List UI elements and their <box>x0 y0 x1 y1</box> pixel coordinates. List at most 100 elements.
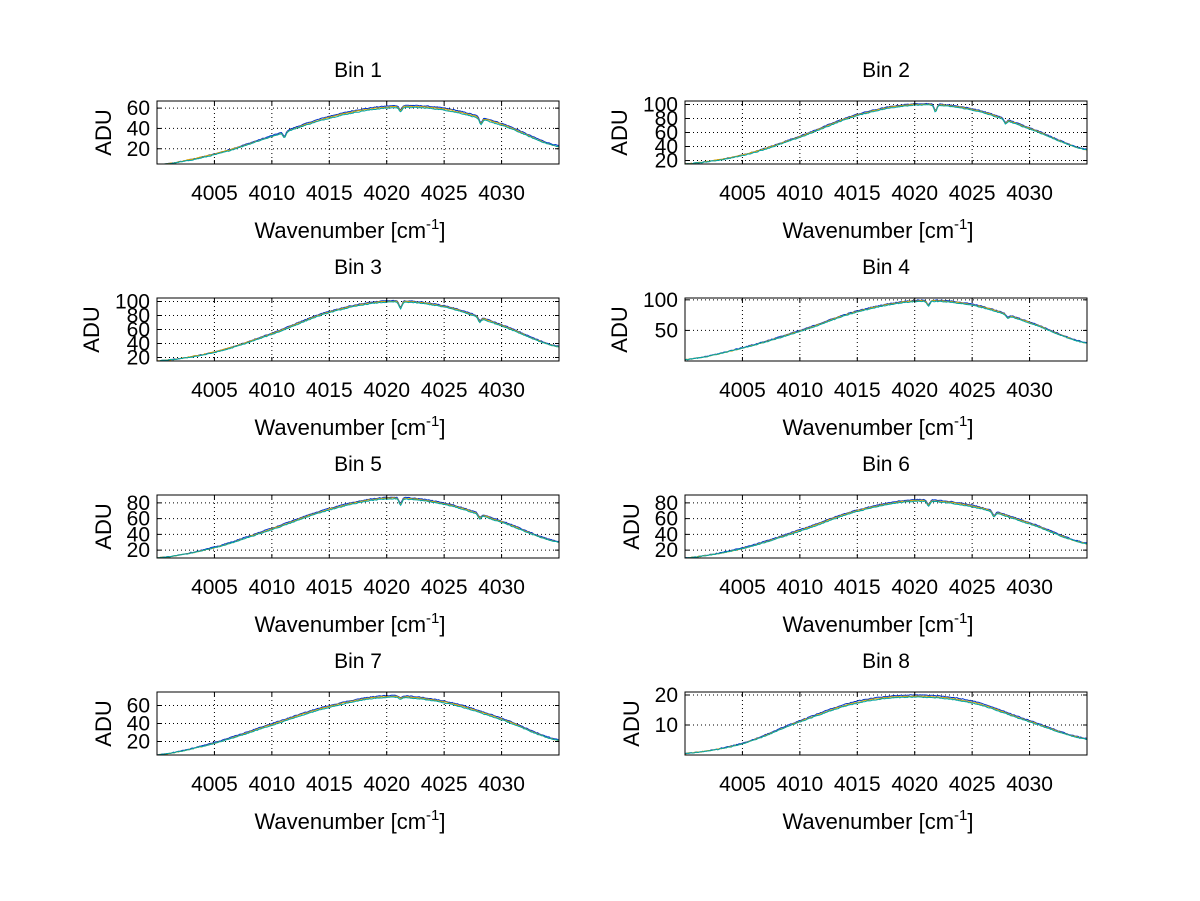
y-axis-label: ADU <box>91 503 116 549</box>
x-axis-label-end: ] <box>439 809 445 834</box>
series-line <box>685 500 1087 558</box>
series-line <box>685 694 1087 754</box>
x-tick-label: 4015 <box>834 379 881 402</box>
x-tick-label: 4030 <box>1006 576 1053 599</box>
x-axis-label-main: Wavenumber [cm <box>782 612 954 637</box>
y-tick-label: 20 <box>655 684 678 707</box>
y-tick-label: 60 <box>127 695 150 718</box>
x-tick-label: 4020 <box>891 182 938 205</box>
x-tick-label: 4010 <box>776 576 823 599</box>
y-tick-label: 20 <box>655 539 678 562</box>
y-tick-label: 20 <box>127 539 150 562</box>
y-axis-label: ADU <box>91 109 116 155</box>
x-axis-label-end: ] <box>967 809 973 834</box>
x-tick-label: 4030 <box>1006 379 1053 402</box>
x-tick-label: 4010 <box>248 773 295 796</box>
x-axis-label-superscript: -1 <box>954 216 967 233</box>
x-tick-label: 4020 <box>891 379 938 402</box>
y-tick-label: 20 <box>127 731 150 754</box>
x-tick-label: 4025 <box>421 576 468 599</box>
x-tick-label: 4010 <box>776 773 823 796</box>
x-axis-label-main: Wavenumber [cm <box>782 218 954 243</box>
y-tick-label: 40 <box>127 713 150 736</box>
y-tick-label: 40 <box>655 523 678 546</box>
y-axis-label: ADU <box>619 700 644 746</box>
x-axis-label-superscript: -1 <box>954 413 967 430</box>
y-tick-label: 60 <box>127 508 150 531</box>
x-tick-label: 4015 <box>834 773 881 796</box>
x-axis-label-end: ] <box>967 218 973 243</box>
x-tick-label: 4005 <box>719 379 766 402</box>
x-axis-label: Wavenumber [cm-1] <box>782 413 973 440</box>
series-group <box>159 104 559 164</box>
y-tick-label: 40 <box>127 333 150 356</box>
axes-box <box>684 494 1088 559</box>
x-axis-label: Wavenumber [cm-1] <box>254 216 445 243</box>
x-axis-label-superscript: -1 <box>426 807 439 824</box>
y-tick-label: 40 <box>655 136 678 159</box>
series-line <box>157 301 559 361</box>
series-line <box>685 104 1087 164</box>
x-axis-label-end: ] <box>967 612 973 637</box>
x-tick-label: 4015 <box>834 576 881 599</box>
subplot-title: Bin 3 <box>334 256 382 279</box>
series-group <box>157 694 559 755</box>
x-tick-label: 4015 <box>306 576 353 599</box>
x-tick-label: 4020 <box>363 773 410 796</box>
series-group <box>157 496 559 558</box>
y-tick-label: 20 <box>127 138 150 161</box>
series-line <box>685 300 1087 361</box>
x-tick-label: 4010 <box>776 182 823 205</box>
x-tick-label: 4020 <box>363 379 410 402</box>
x-axis-label-end: ] <box>439 415 445 440</box>
x-axis-label-superscript: -1 <box>426 216 439 233</box>
x-axis-label-end: ] <box>439 612 445 637</box>
x-tick-label: 4030 <box>478 773 525 796</box>
x-tick-label: 4015 <box>306 773 353 796</box>
x-tick-label: 4025 <box>949 773 996 796</box>
y-tick-label: 80 <box>655 108 678 131</box>
x-axis-label-main: Wavenumber [cm <box>254 218 426 243</box>
x-tick-label: 4005 <box>191 576 238 599</box>
x-tick-label: 4005 <box>719 576 766 599</box>
x-tick-label: 4010 <box>248 576 295 599</box>
x-tick-label: 4005 <box>719 773 766 796</box>
x-axis-label: Wavenumber [cm-1] <box>782 610 973 637</box>
x-axis-label-main: Wavenumber [cm <box>254 809 426 834</box>
x-tick-label: 4030 <box>1006 773 1053 796</box>
subplot-title: Bin 1 <box>334 59 382 82</box>
x-axis-label-superscript: -1 <box>954 610 967 627</box>
subplot-title: Bin 6 <box>862 453 910 476</box>
y-tick-label: 80 <box>127 492 150 515</box>
subplot-bin-3: Bin 3 4005 4010 4015 4020 4025 4030 20406080100… <box>79 256 560 440</box>
subplot-title: Bin 7 <box>334 650 382 673</box>
series-group <box>157 299 559 361</box>
x-axis-label-main: Wavenumber [cm <box>254 415 426 440</box>
axes-box <box>684 297 1088 362</box>
series-line <box>685 696 1087 755</box>
series-line <box>157 694 559 755</box>
y-tick-label: 80 <box>127 305 150 328</box>
x-axis-label-superscript: -1 <box>954 807 967 824</box>
x-axis-label-end: ] <box>439 218 445 243</box>
x-tick-label: 4015 <box>306 182 353 205</box>
y-tick-label: 100 <box>643 94 678 117</box>
subplot-title: Bin 2 <box>862 59 910 82</box>
subplot-title: Bin 8 <box>862 650 910 673</box>
axes-box <box>156 494 560 559</box>
y-tick-label: 50 <box>655 319 678 342</box>
subplot-title: Bin 5 <box>334 453 382 476</box>
subplot-bin-2: Bin 2 4005 4010 4015 4020 4025 4030 20406080100… <box>607 59 1088 243</box>
y-tick-label: 10 <box>655 714 678 737</box>
y-tick-label: 60 <box>655 122 678 145</box>
y-tick-label: 60 <box>127 97 150 120</box>
series-line <box>685 498 1087 558</box>
x-axis-label-superscript: -1 <box>426 413 439 430</box>
y-axis-label: ADU <box>607 306 632 352</box>
series-line <box>157 496 559 558</box>
x-tick-label: 4005 <box>719 182 766 205</box>
x-tick-label: 4025 <box>949 379 996 402</box>
